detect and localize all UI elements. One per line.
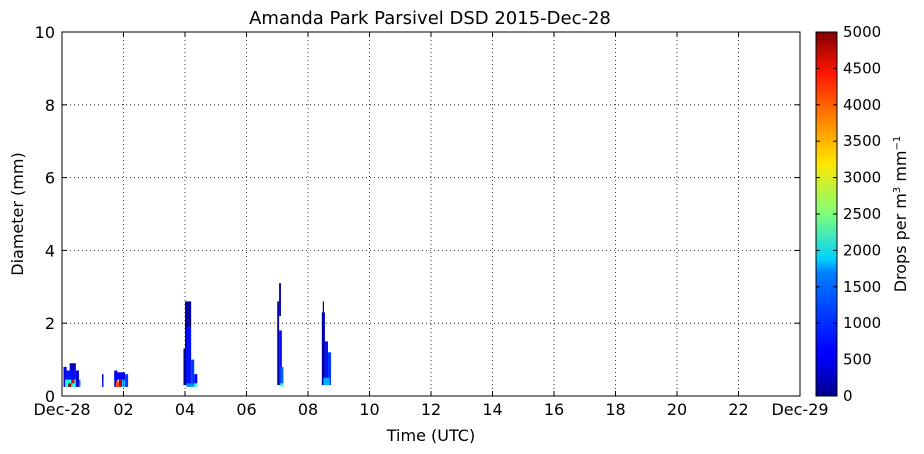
colorbar-tick-label: 4000 [843, 96, 881, 114]
x-tick-label: 06 [236, 400, 256, 419]
colorbar-tick-label: 2000 [843, 241, 881, 259]
heatmap-cell [125, 374, 129, 387]
y-axis-ticks: 0 2 4 6 8 10 [35, 23, 800, 406]
chart-title: Amanda Park Parsivel DSD 2015-Dec-28 [249, 8, 611, 29]
x-tick-label: 08 [298, 400, 318, 419]
x-tick-label: 04 [175, 400, 195, 419]
x-tick-label: 16 [544, 400, 564, 419]
colorbar-tick-label: 0 [843, 387, 853, 405]
y-axis-label: Diameter (mm) [8, 152, 27, 275]
colorbar-tick-label: 500 [843, 351, 872, 369]
heatmap-cell [68, 383, 72, 387]
x-axis-ticks: Dec-28 02 04 06 08 10 12 14 16 18 20 22 Dec-29 [33, 32, 829, 419]
x-tick-label: 12 [421, 400, 441, 419]
heatmap-cell [277, 301, 280, 386]
heatmap-cell [194, 374, 198, 386]
x-axis-label: Time (UTC) [386, 426, 475, 445]
colorbar-label: Drops per m3 mm−1 [891, 136, 910, 293]
colorbar-tick-label: 1000 [843, 314, 881, 332]
heatmap-cell [101, 374, 104, 380]
heatmap-cell [118, 379, 122, 387]
x-tick-label: Dec-29 [771, 400, 828, 419]
y-tick-label: 8 [45, 96, 55, 115]
heatmap-cell [69, 363, 76, 371]
heatmap-cell [121, 379, 126, 387]
heatmap-cell [186, 383, 195, 387]
y-tick-label: 0 [45, 387, 55, 406]
heatmap-cell [183, 348, 187, 386]
heatmap-cell [185, 301, 189, 349]
heatmap-cell [115, 381, 119, 387]
heatmap-cell [101, 379, 104, 387]
x-tick-label: 20 [667, 400, 687, 419]
heatmap-cell [279, 283, 281, 316]
plot-frame [61, 31, 801, 397]
heatmap-cell [66, 370, 76, 380]
y-tick-label: 2 [45, 314, 55, 333]
x-tick-label: 10 [359, 400, 379, 419]
heatmap-cell [75, 370, 79, 387]
colorbar-tick-label: 4500 [843, 59, 881, 77]
heatmap-cell [322, 301, 324, 313]
heatmap-cell [194, 383, 198, 387]
colorbar-label-sup1: 3 [892, 187, 903, 193]
y-tick-label: 6 [45, 169, 55, 188]
colorbar-tick-label: 1500 [843, 278, 881, 296]
x-tick-label: 18 [605, 400, 625, 419]
colorbar-ticks: 0 500 1000 1500 2000 2500 3000 3500 4000 4500 5000 [816, 23, 881, 405]
colorbar-label-sup2: −1 [892, 136, 903, 151]
heatmap-cell [78, 379, 81, 387]
heatmap-cell [279, 330, 282, 386]
x-tick-label: 22 [728, 400, 748, 419]
colorbar-label-main: Drops per m [891, 193, 910, 292]
colorbar-tick-label: 5000 [843, 23, 881, 41]
heatmap-cell [327, 352, 332, 386]
x-tick-label: 14 [482, 400, 502, 419]
x-tick-label: 02 [113, 400, 133, 419]
y-tick-label: 4 [45, 241, 55, 260]
colorbar-label-mid: mm [891, 150, 910, 186]
heatmap-cell [280, 366, 284, 386]
colorbar-tick-label: 3500 [843, 132, 881, 150]
gridlines [62, 32, 800, 396]
heatmap-cell [324, 341, 328, 386]
y-tick-label: 10 [35, 23, 55, 42]
heatmap-cell [321, 312, 325, 386]
heatmap-cell [71, 377, 75, 384]
heatmap-cell [280, 383, 284, 387]
x-tick-label: Dec-28 [33, 400, 90, 419]
heatmap-cell [186, 326, 192, 386]
heatmap-cell [63, 366, 67, 387]
colorbar-tick-label: 3000 [843, 169, 881, 187]
heatmap-cell [114, 372, 126, 380]
heatmap-cell [323, 377, 330, 386]
colorbar-tick-label: 2500 [843, 205, 881, 223]
heatmap-cells [63, 283, 332, 387]
heatmap-cell [188, 301, 192, 327]
heatmap-cell [191, 359, 195, 386]
